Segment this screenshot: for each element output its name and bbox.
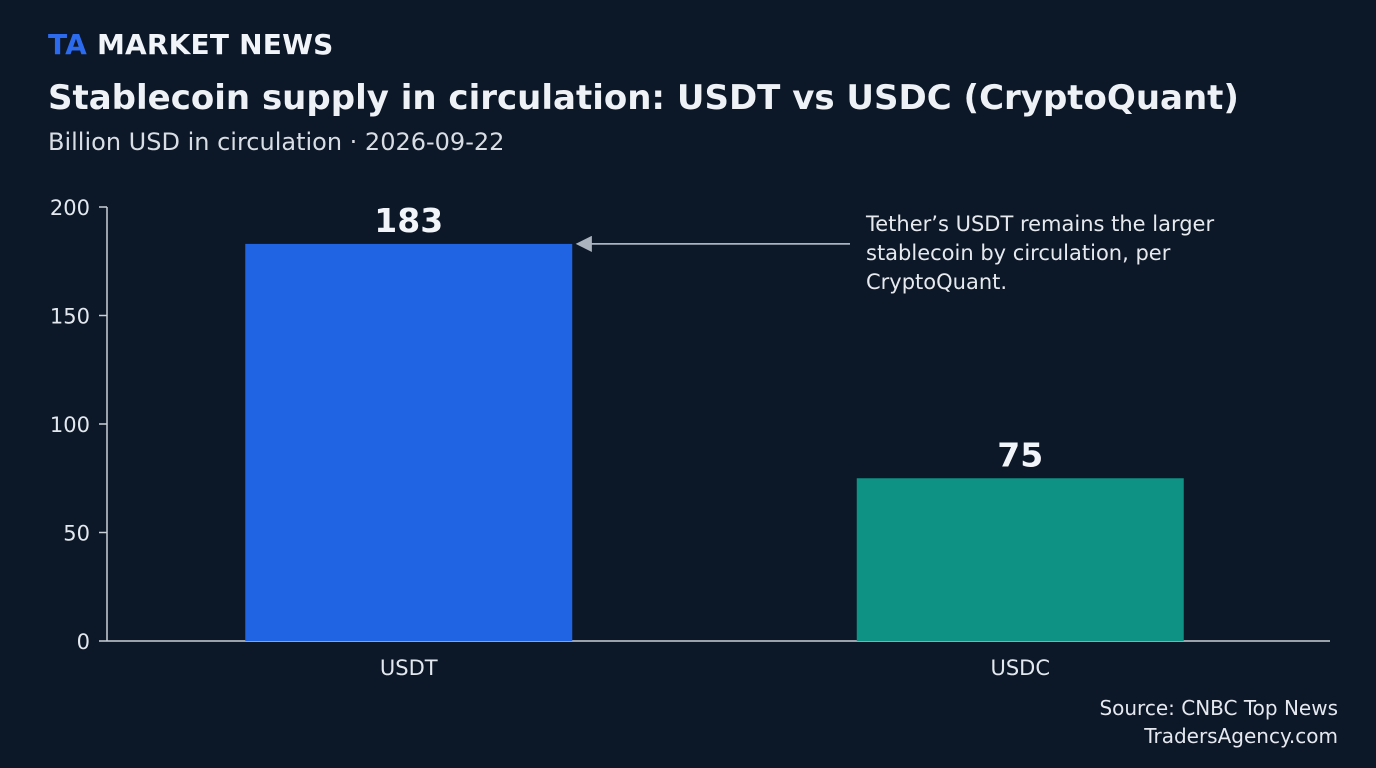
bar-usdt	[245, 243, 573, 641]
source-text: Source: CNBC Top News	[1099, 696, 1338, 720]
y-tick-label-100: 100	[50, 413, 90, 437]
source-credit: Source: CNBC Top News TradersAgency.com	[1099, 694, 1338, 750]
category-label-usdt: USDT	[380, 656, 438, 680]
site-text: TradersAgency.com	[1144, 724, 1338, 748]
y-tick-label-200: 200	[50, 196, 90, 220]
value-label-usdc: 75	[997, 435, 1043, 474]
chart-subtitle: Billion USD in circulation · 2026-09-22	[48, 128, 505, 156]
chart-title: Stablecoin supply in circulation: USDT v…	[48, 78, 1239, 118]
annotation-line-2: stablecoin by circulation, per	[866, 241, 1171, 265]
annotation-line-3: CryptoQuant.	[866, 270, 1007, 294]
annotation-line-1: Tether’s USDT remains the larger	[865, 212, 1214, 236]
category-label-usdc: USDC	[990, 656, 1050, 680]
bar-usdc	[856, 478, 1184, 641]
y-tick-label-0: 0	[77, 630, 90, 654]
value-label-usdt: 183	[374, 201, 443, 240]
brand-name: MARKET NEWS	[96, 28, 334, 61]
brand-logo: TA MARKET NEWS	[48, 28, 334, 61]
brand-prefix: TA	[48, 28, 87, 61]
y-tick-label-150: 150	[50, 305, 90, 329]
y-tick-label-50: 50	[63, 522, 90, 546]
